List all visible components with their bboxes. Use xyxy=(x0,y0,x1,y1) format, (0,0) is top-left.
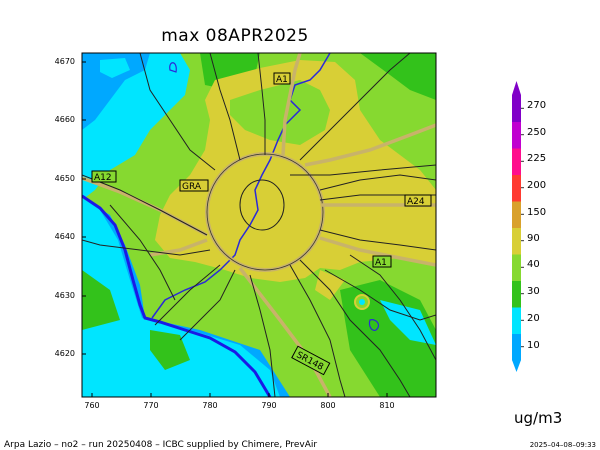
hotspot-core xyxy=(359,299,365,305)
x-tick-800: 800 xyxy=(320,401,336,410)
y-tick-4660: 4660 xyxy=(54,115,75,124)
colorbar-label-10: 10 xyxy=(527,340,540,351)
road-label-a1-north: A1 xyxy=(276,75,288,85)
colorbar-segment xyxy=(512,307,521,334)
lake-southeast xyxy=(368,319,380,331)
footer-timestamp: 2025–04–08–09:33 xyxy=(529,441,596,449)
colorbar-segment xyxy=(512,148,521,175)
road-label-a12: A12 xyxy=(94,173,112,183)
plot-frame xyxy=(81,52,437,398)
y-tick-4670: 4670 xyxy=(54,57,75,66)
coastline xyxy=(82,194,272,397)
nw-patch xyxy=(100,58,130,78)
colorbar-label-150: 150 xyxy=(527,207,547,218)
road-label-a1-east: A1 xyxy=(375,258,387,268)
footer-credits: Arpa Lazio – no2 – run 20250408 – ICBC s… xyxy=(4,440,318,450)
map-plot-area xyxy=(82,53,436,397)
ne-green-patch xyxy=(360,53,436,100)
colorbar-label-270: 270 xyxy=(527,100,547,111)
colorbar-segment xyxy=(512,333,521,361)
y-tick-4630: 4630 xyxy=(54,291,75,300)
y-tick-4650: 4650 xyxy=(54,174,75,183)
urban-plume-yellow xyxy=(155,60,436,282)
x-tick-810: 810 xyxy=(379,401,395,410)
colorbar-label-225: 225 xyxy=(527,153,547,164)
coastal-green-strip xyxy=(82,270,120,330)
colorbar-segment xyxy=(512,254,521,281)
colorbar xyxy=(512,81,524,372)
colorbar-label-90: 90 xyxy=(527,233,540,244)
road-label-boxes xyxy=(91,72,432,376)
colorbar-label-30: 30 xyxy=(527,286,540,297)
colorbar-segment xyxy=(512,121,521,149)
units-label: ug/m3 xyxy=(514,409,563,427)
tiber-river xyxy=(151,53,331,319)
colorbar-arrow-bottom xyxy=(512,360,521,372)
colorbar-segment xyxy=(512,201,521,228)
colorbar-label-200: 200 xyxy=(527,180,547,191)
x-tick-770: 770 xyxy=(143,401,159,410)
x-tick-780: 780 xyxy=(202,401,218,410)
lake-north xyxy=(169,62,177,73)
inner-city-ring xyxy=(239,179,285,231)
axis-ticks xyxy=(82,61,388,397)
sea-cyan-area xyxy=(82,198,280,397)
colorbar-segment xyxy=(512,174,521,202)
colorbar-arrow-top xyxy=(512,81,521,95)
colorbar-label-40: 40 xyxy=(527,259,540,270)
x-tick-760: 760 xyxy=(84,401,100,410)
colorbar-segment xyxy=(512,227,521,255)
y-tick-4620: 4620 xyxy=(54,349,75,358)
plume-inner-green xyxy=(230,80,330,145)
y-tick-4640: 4640 xyxy=(54,232,75,241)
road-label-a24: A24 xyxy=(407,197,425,207)
colorbar-segment xyxy=(512,280,521,308)
map-title: max 08APR2025 xyxy=(161,26,309,46)
north-west-blue-area xyxy=(82,53,150,130)
colorbar-segment xyxy=(512,95,521,122)
colorbar-label-20: 20 xyxy=(527,313,540,324)
x-tick-790: 790 xyxy=(261,401,277,410)
road-label-gra: GRA xyxy=(182,182,202,192)
colorbar-label-250: 250 xyxy=(527,127,547,138)
